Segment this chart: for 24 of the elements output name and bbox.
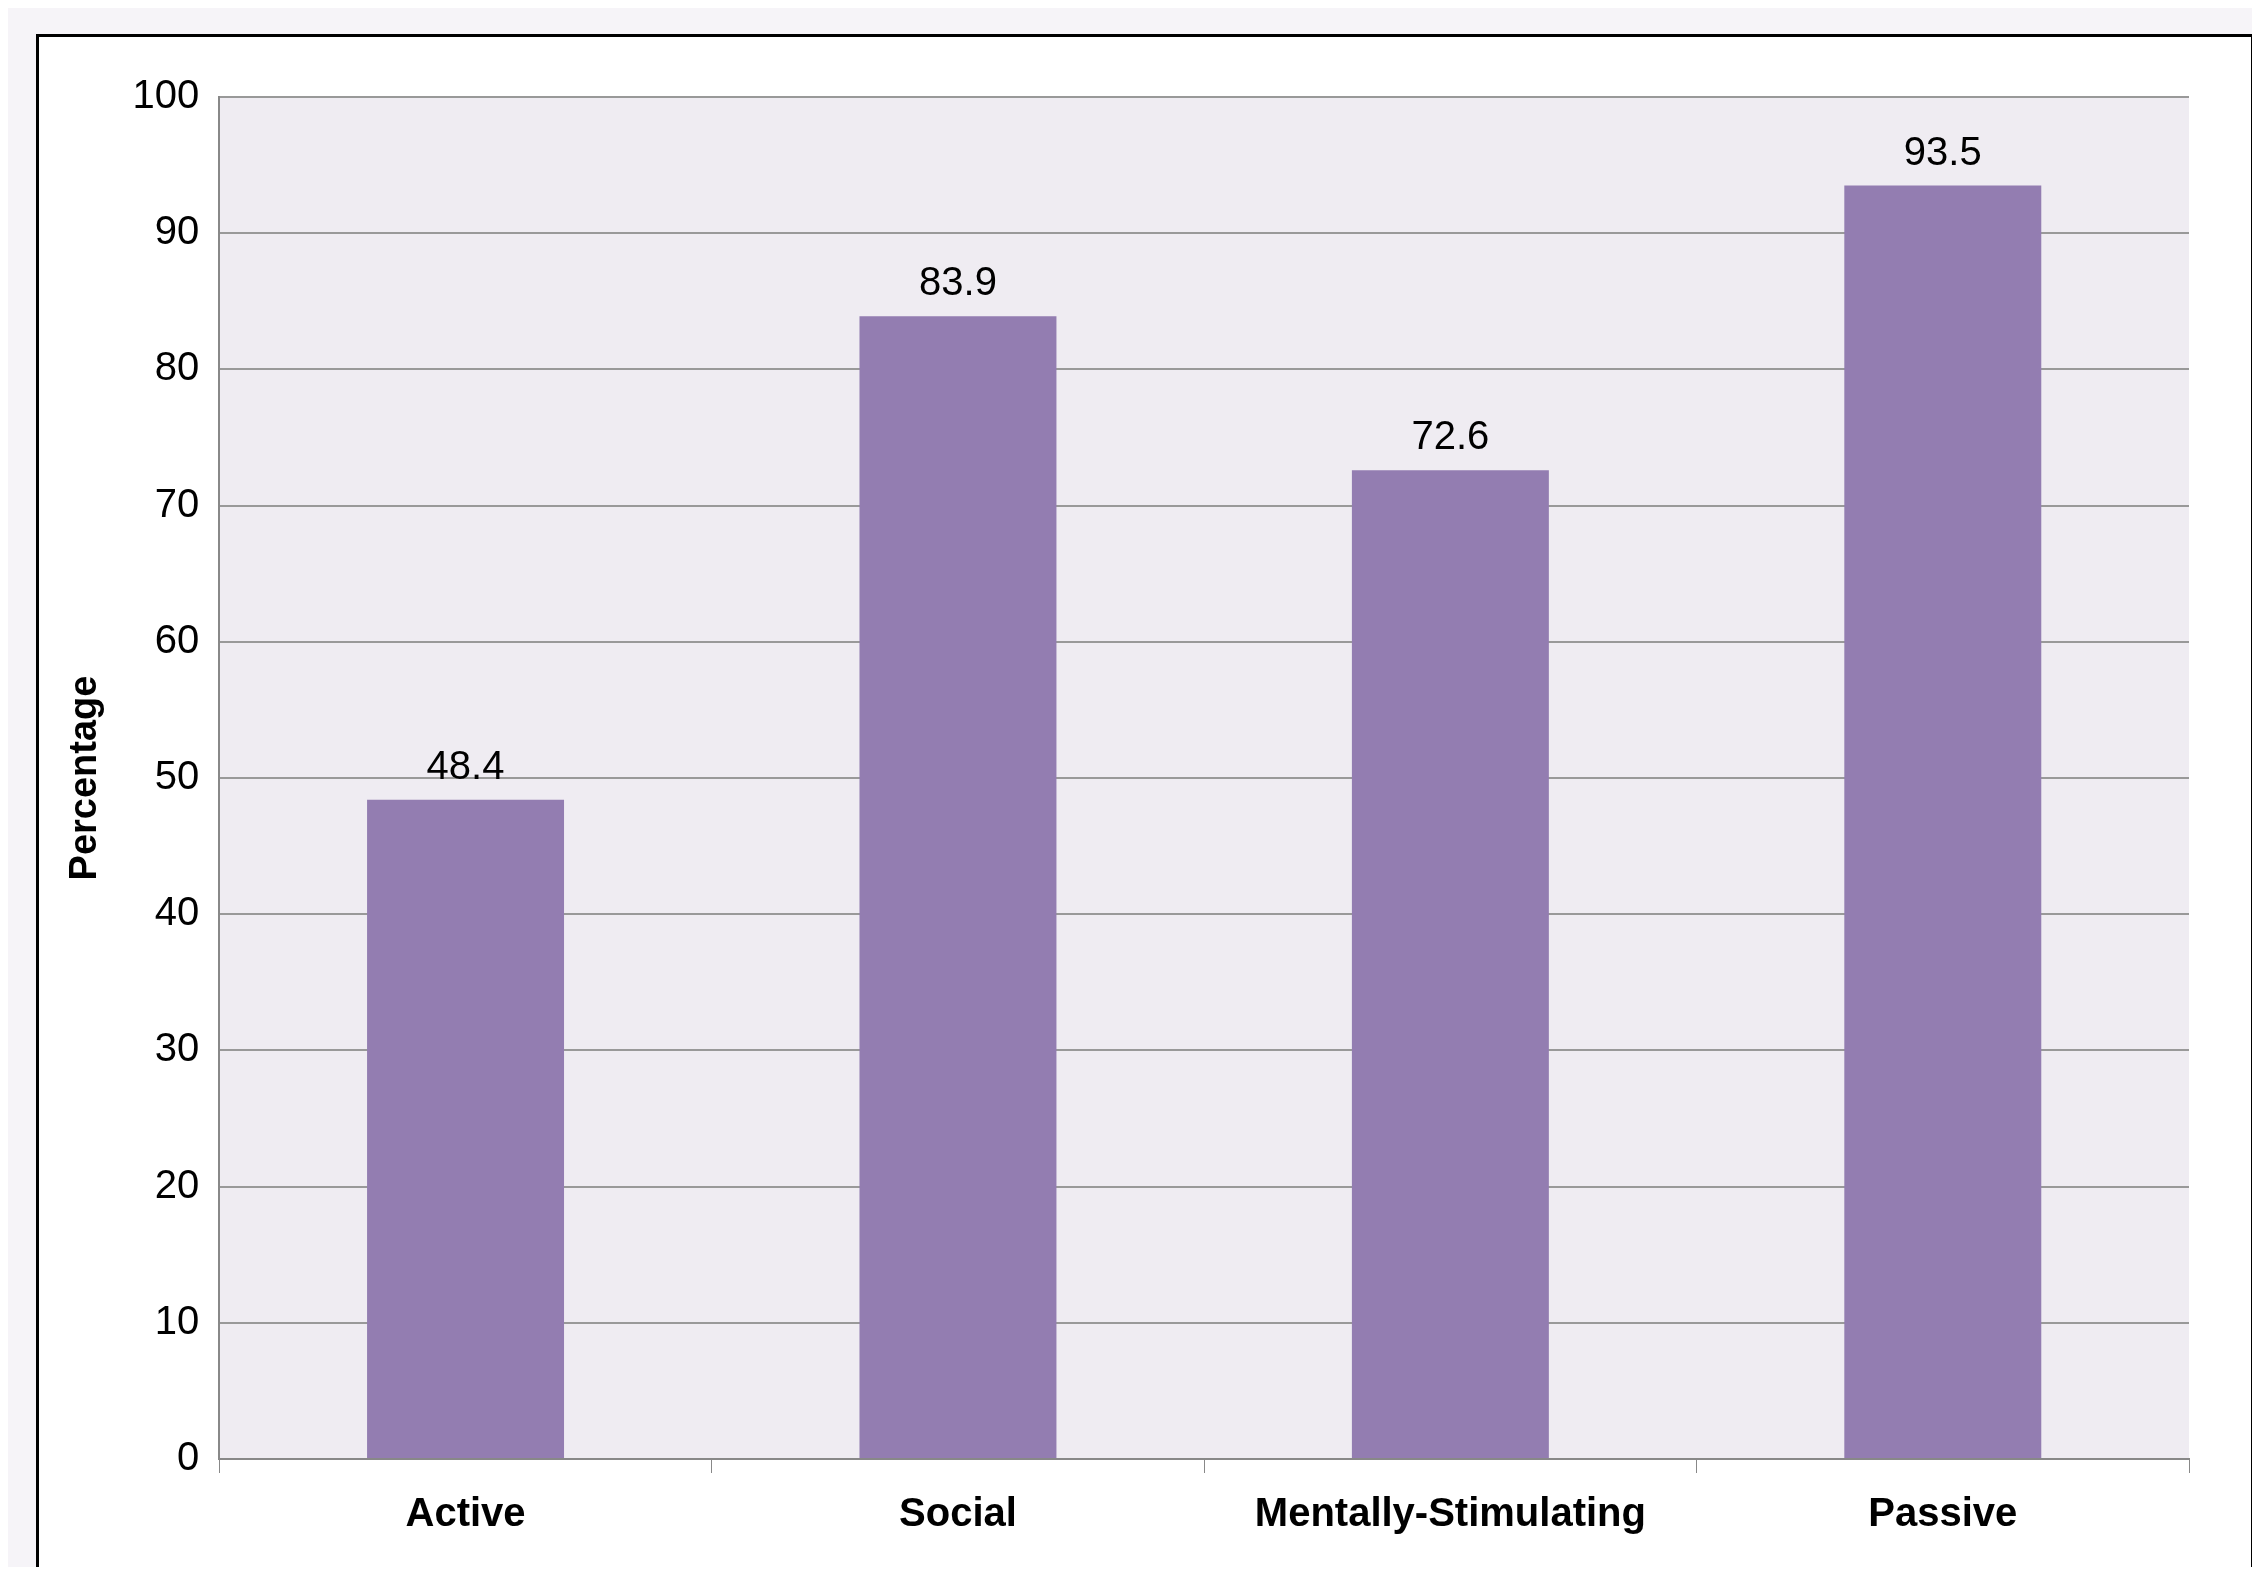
data-label: 93.5 — [1903, 128, 1982, 173]
y-axis-title: Percentage — [62, 675, 105, 881]
y-tick-label: 40 — [154, 889, 200, 934]
x-tick-label: Mentally-Stimulating — [1254, 1490, 1646, 1535]
x-tick-label: Active — [405, 1490, 526, 1535]
data-label: 72.6 — [1411, 413, 1490, 458]
y-tick-label: 80 — [154, 344, 200, 389]
data-label: 48.4 — [426, 742, 505, 787]
y-tick-label: 70 — [154, 480, 200, 525]
data-label: 83.9 — [919, 259, 997, 304]
bar — [1844, 185, 2042, 1458]
bar — [1351, 470, 1549, 1458]
y-tick-label: 20 — [154, 1161, 200, 1206]
y-tick-label: 90 — [154, 208, 200, 253]
bar — [367, 799, 565, 1458]
y-tick-label: 50 — [154, 753, 200, 798]
y-tick-label: 100 — [132, 72, 200, 117]
y-tick-label: 0 — [177, 1434, 200, 1479]
bar — [859, 316, 1057, 1458]
y-tick-label: 60 — [154, 616, 200, 661]
x-tick-label: Passive — [1868, 1490, 2018, 1535]
y-tick-label: 30 — [154, 1025, 200, 1070]
x-tick-label: Social — [899, 1490, 1017, 1535]
y-tick-label: 10 — [154, 1297, 200, 1342]
